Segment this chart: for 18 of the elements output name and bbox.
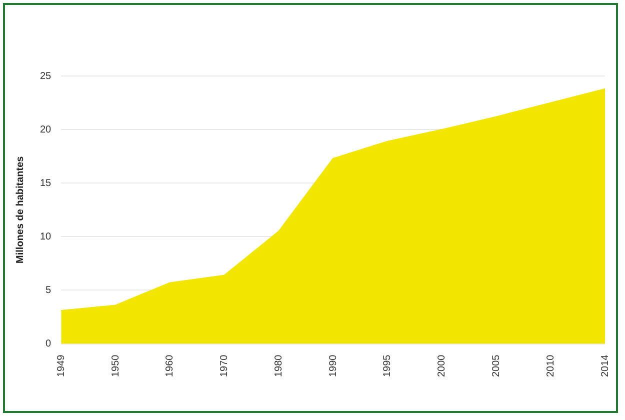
x-tick-label: 1990 [328,354,339,378]
x-tick-label: 2010 [545,354,556,378]
y-axis-title: Millones de habitantes [14,156,26,264]
x-tick-label: 1949 [56,354,67,378]
x-tick-label: 2005 [490,354,502,378]
y-tick-label: 20 [40,124,52,136]
x-tick-label: 1950 [110,354,122,378]
y-tick-label: 15 [40,178,52,189]
x-tick-label: 2000 [436,354,448,378]
x-tick-label: 1960 [164,354,176,378]
x-tick-label: 2014 [600,354,611,378]
y-tick-label: 10 [40,231,52,242]
y-tick-label: 0 [46,338,52,350]
x-tick-label: 1995 [382,354,394,378]
y-tick-label: 25 [40,70,52,82]
x-tick-label: 1970 [219,354,230,378]
y-tick-label: 5 [46,284,52,296]
x-tick-label: 1980 [273,354,284,378]
